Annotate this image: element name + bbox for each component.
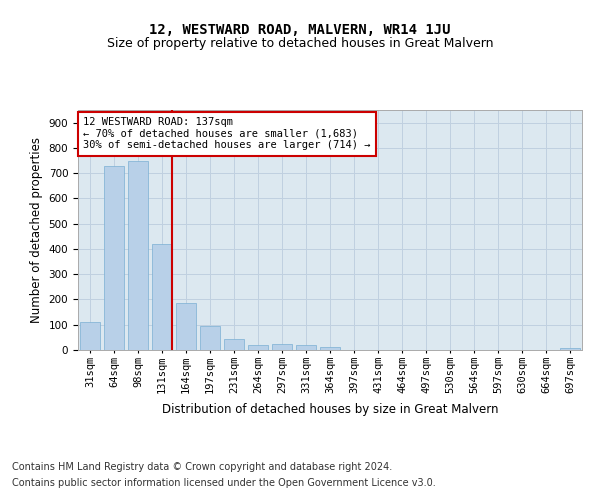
Bar [248,345,268,350]
Bar [176,304,196,350]
Text: 12 WESTWARD ROAD: 137sqm
← 70% of detached houses are smaller (1,683)
30% of sem: 12 WESTWARD ROAD: 137sqm ← 70% of detach… [83,117,371,150]
Bar [272,344,292,350]
Y-axis label: Number of detached properties: Number of detached properties [30,137,43,323]
Text: Contains public sector information licensed under the Open Government Licence v3: Contains public sector information licen… [12,478,436,488]
Text: Distribution of detached houses by size in Great Malvern: Distribution of detached houses by size … [162,402,498,415]
Bar [80,322,100,350]
Bar [560,348,580,350]
Bar [152,244,172,350]
Text: Contains HM Land Registry data © Crown copyright and database right 2024.: Contains HM Land Registry data © Crown c… [12,462,392,472]
Bar [224,340,244,350]
Text: Size of property relative to detached houses in Great Malvern: Size of property relative to detached ho… [107,38,493,51]
Bar [200,326,220,350]
Bar [104,166,124,350]
Text: 12, WESTWARD ROAD, MALVERN, WR14 1JU: 12, WESTWARD ROAD, MALVERN, WR14 1JU [149,22,451,36]
Bar [296,345,316,350]
Bar [320,346,340,350]
Bar [128,160,148,350]
